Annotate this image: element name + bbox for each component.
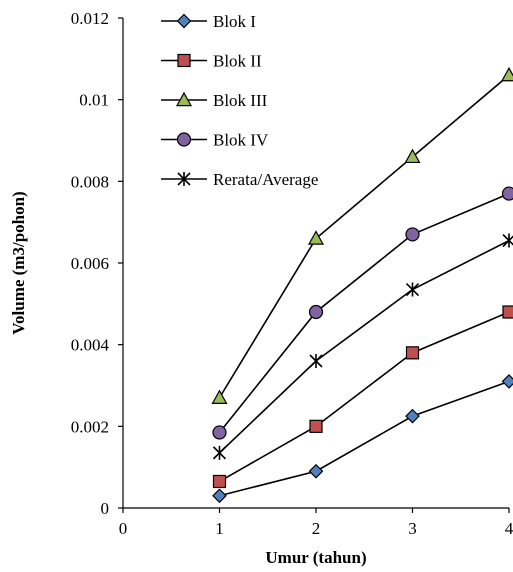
plot-area — [211, 66, 513, 504]
series-triangle — [211, 66, 513, 404]
data-point — [405, 346, 420, 360]
legend-marker — [177, 172, 191, 186]
data-point — [502, 233, 513, 248]
legend-entry: Rerata/Average — [161, 170, 318, 189]
legend-label: Blok I — [213, 12, 256, 31]
x-tick-label: 4 — [505, 519, 513, 538]
legend-label: Blok III — [213, 91, 268, 110]
series-line — [218, 74, 510, 399]
data-point — [211, 389, 228, 404]
y-tick-label: 0.012 — [71, 9, 109, 28]
data-point — [212, 474, 227, 489]
series-line — [218, 192, 510, 433]
y-tick-label: 0 — [101, 499, 110, 518]
x-tick-label: 2 — [312, 519, 321, 538]
y-axis-title: Volume (m3/pohon) — [9, 191, 28, 334]
data-point — [307, 230, 325, 245]
x-axis-title: Umur (tahun) — [265, 548, 366, 567]
data-point — [501, 186, 513, 201]
y-ticks: 0 0.002 0.004 0.006 0.008 0.01 0.012 — [71, 9, 123, 518]
data-point — [308, 304, 324, 320]
data-point — [500, 66, 513, 82]
legend-marker — [176, 13, 192, 29]
data-point — [405, 227, 420, 242]
x-ticks: 0 1 2 3 4 — [119, 508, 513, 538]
legend-marker — [177, 53, 191, 68]
legend-entry: Blok III — [161, 91, 268, 110]
series-circle — [212, 186, 513, 440]
legend: Blok I Blok II Blok III Blok IV Rerata/Avera… — [161, 12, 318, 189]
data-point — [212, 425, 227, 440]
data-point — [501, 374, 513, 389]
data-point — [212, 488, 227, 504]
data-point — [212, 445, 227, 460]
y-tick-label: 0.002 — [71, 417, 109, 436]
series-line — [219, 311, 510, 483]
series-line — [219, 380, 510, 497]
data-point — [405, 408, 420, 424]
x-tick-label: 1 — [215, 519, 224, 538]
data-point — [309, 419, 323, 433]
series-diamond — [212, 374, 513, 504]
series-star — [212, 233, 513, 460]
series-square — [212, 305, 513, 489]
legend-entry: Blok I — [161, 12, 256, 31]
axes — [122, 18, 509, 509]
legend-label: Blok IV — [213, 131, 269, 150]
series-line — [218, 239, 510, 454]
data-point — [405, 282, 420, 297]
data-point — [309, 354, 323, 368]
y-tick-label: 0.006 — [71, 254, 109, 273]
data-point — [404, 148, 421, 164]
x-tick-label: 0 — [119, 519, 128, 538]
legend-label: Blok II — [213, 52, 262, 71]
legend-marker — [175, 91, 193, 107]
legend-entry: Blok IV — [161, 131, 269, 150]
y-tick-label: 0.008 — [71, 172, 109, 191]
data-point — [308, 463, 324, 479]
y-tick-label: 0.004 — [71, 336, 110, 355]
x-tick-label: 3 — [408, 519, 417, 538]
legend-entry: Blok II — [161, 52, 262, 71]
legend-label: Rerata/Average — [213, 170, 318, 189]
data-point — [502, 305, 513, 319]
y-tick-label: 0.01 — [79, 91, 109, 110]
legend-marker — [176, 132, 192, 147]
